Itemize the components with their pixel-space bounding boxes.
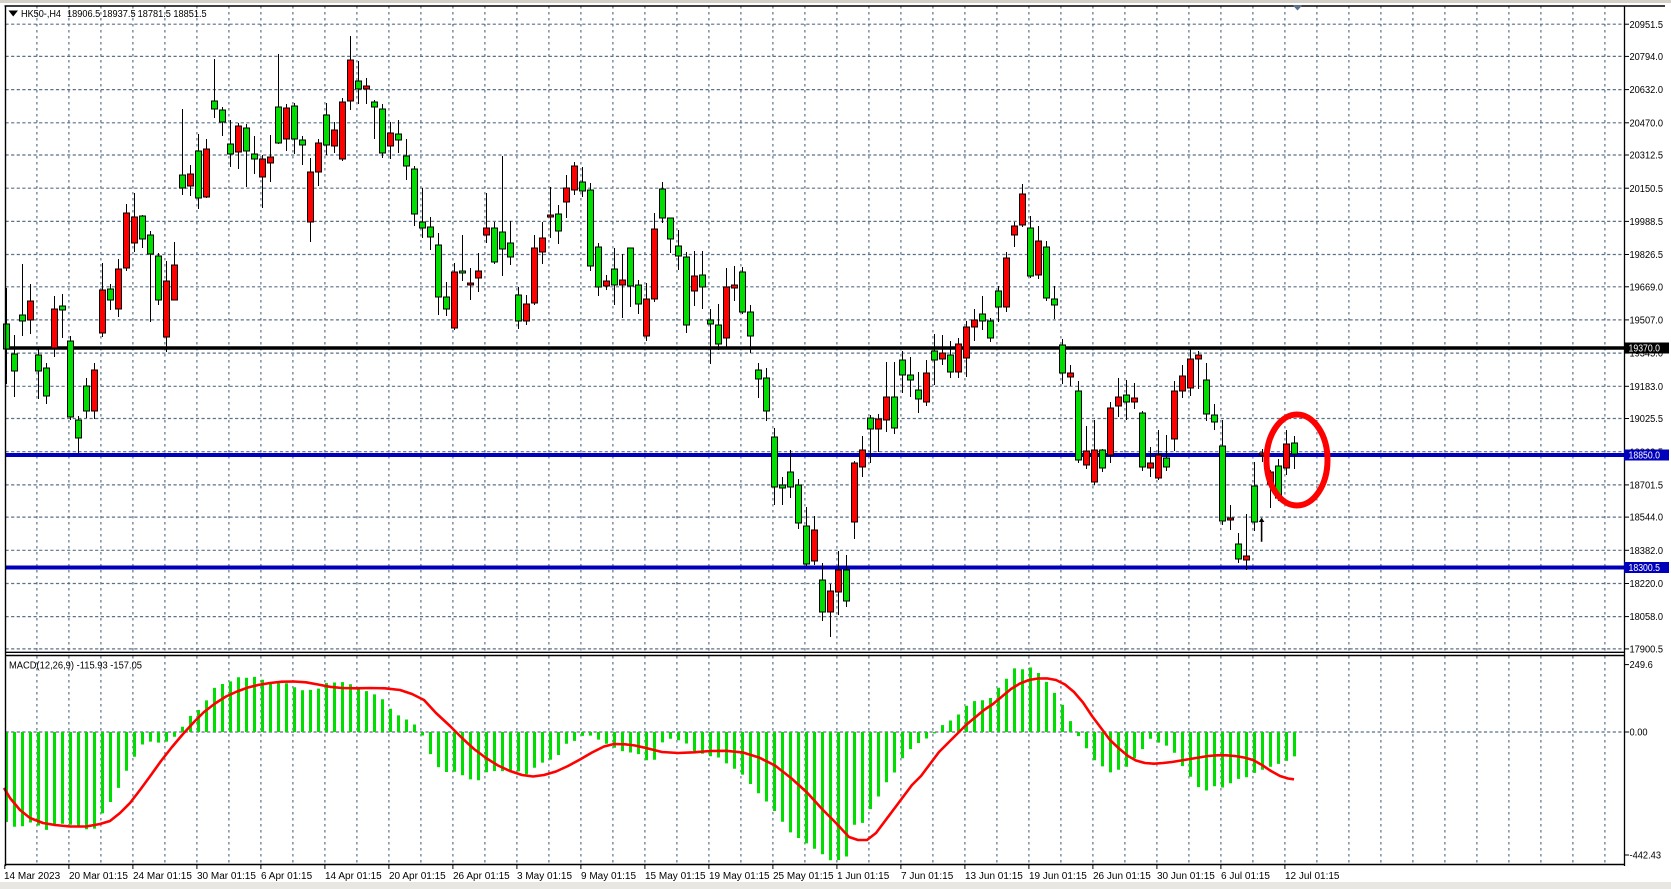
svg-text:19370.0: 19370.0 [1629, 344, 1661, 355]
svg-text:0.00: 0.00 [1630, 728, 1649, 739]
svg-text:20632.0: 20632.0 [1630, 85, 1664, 96]
svg-text:20 Apr 01:15: 20 Apr 01:15 [389, 871, 446, 882]
svg-text:30 Mar 01:15: 30 Mar 01:15 [197, 871, 256, 882]
svg-text:18781.5: 18781.5 [138, 9, 172, 20]
svg-text:26 Apr 01:15: 26 Apr 01:15 [453, 871, 510, 882]
svg-text:13 Jun 01:15: 13 Jun 01:15 [965, 871, 1023, 882]
svg-text:19507.0: 19507.0 [1630, 316, 1664, 327]
svg-text:20312.5: 20312.5 [1630, 151, 1664, 162]
svg-text:19025.5: 19025.5 [1630, 414, 1664, 425]
svg-text:6 Jul 01:15: 6 Jul 01:15 [1221, 871, 1270, 882]
svg-text:19669.0: 19669.0 [1630, 282, 1664, 293]
svg-text:12 Jul 01:15: 12 Jul 01:15 [1285, 871, 1340, 882]
svg-text:19 Jun 01:15: 19 Jun 01:15 [1029, 871, 1087, 882]
svg-text:18701.5: 18701.5 [1630, 481, 1664, 492]
svg-text:30 Jun 01:15: 30 Jun 01:15 [1157, 871, 1215, 882]
svg-text:HK50-,H4: HK50-,H4 [21, 9, 61, 20]
svg-text:6 Apr 01:15: 6 Apr 01:15 [261, 871, 313, 882]
svg-text:1 Jun 01:15: 1 Jun 01:15 [837, 871, 890, 882]
svg-text:19345.0: 19345.0 [1630, 349, 1664, 360]
svg-text:14 Mar 2023: 14 Mar 2023 [4, 871, 61, 882]
svg-text:20470.0: 20470.0 [1630, 118, 1664, 129]
svg-text:14 Apr 01:15: 14 Apr 01:15 [325, 871, 382, 882]
svg-text:20794.0: 20794.0 [1630, 52, 1664, 63]
svg-text:18220.0: 18220.0 [1630, 579, 1664, 590]
svg-text:19826.5: 19826.5 [1630, 250, 1664, 261]
svg-text:18544.0: 18544.0 [1630, 513, 1664, 524]
svg-text:20951.5: 20951.5 [1630, 20, 1664, 31]
svg-text:18906.5: 18906.5 [67, 9, 101, 20]
svg-text:18382.0: 18382.0 [1630, 546, 1664, 557]
svg-text:25 May 01:15: 25 May 01:15 [773, 871, 834, 882]
svg-text:15 May 01:15: 15 May 01:15 [645, 871, 706, 882]
svg-text:18300.5: 18300.5 [1629, 563, 1661, 574]
svg-text:18937.5: 18937.5 [102, 9, 136, 20]
svg-text:18850.0: 18850.0 [1629, 451, 1661, 462]
svg-text:MACD(12,26,9) -115.93 -157.05: MACD(12,26,9) -115.93 -157.05 [9, 661, 142, 672]
svg-text:20150.5: 20150.5 [1630, 184, 1664, 195]
svg-text:18851.5: 18851.5 [173, 9, 207, 20]
svg-text:19183.0: 19183.0 [1630, 382, 1664, 393]
svg-text:26 Jun 01:15: 26 Jun 01:15 [1093, 871, 1151, 882]
svg-text:9 May 01:15: 9 May 01:15 [581, 871, 636, 882]
svg-text:24 Mar 01:15: 24 Mar 01:15 [133, 871, 192, 882]
svg-text:249.6: 249.6 [1630, 660, 1654, 671]
svg-text:3 May 01:15: 3 May 01:15 [517, 871, 572, 882]
svg-text:19 May 01:15: 19 May 01:15 [709, 871, 770, 882]
svg-text:7 Jun 01:15: 7 Jun 01:15 [901, 871, 954, 882]
svg-text:17900.5: 17900.5 [1630, 645, 1664, 656]
svg-text:18058.0: 18058.0 [1630, 612, 1664, 623]
svg-text:-442.43: -442.43 [1630, 851, 1662, 862]
svg-text:19988.5: 19988.5 [1630, 217, 1664, 228]
svg-text:20 Mar 01:15: 20 Mar 01:15 [69, 871, 128, 882]
